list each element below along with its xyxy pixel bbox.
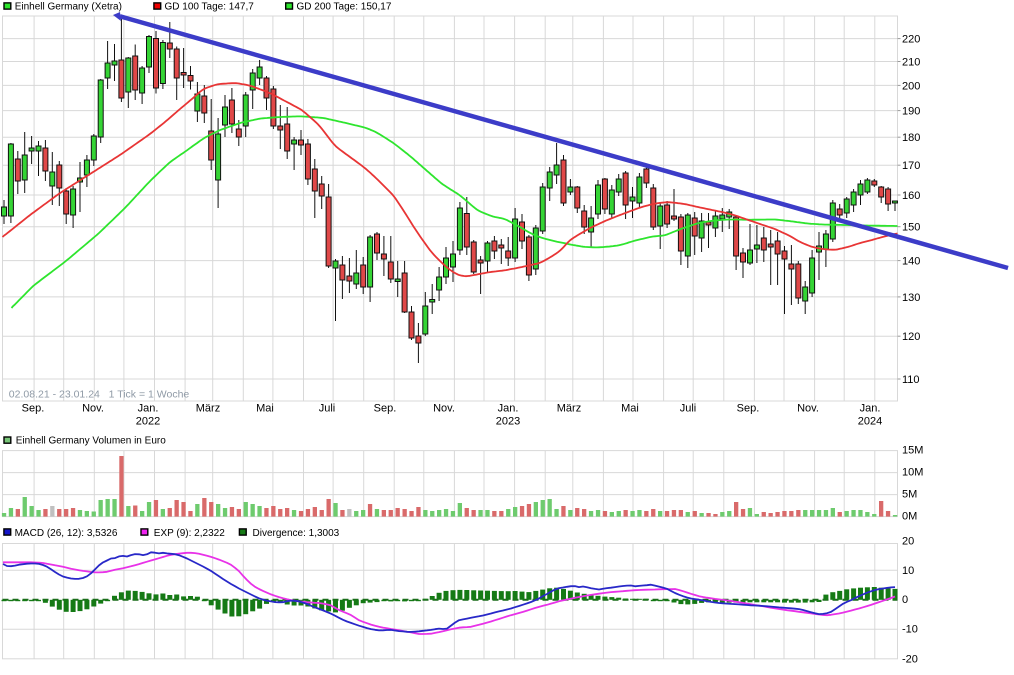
svg-text:140: 140: [902, 256, 920, 268]
svg-text:210: 210: [902, 57, 920, 69]
svg-text:180: 180: [902, 132, 920, 144]
svg-text:Jan.: Jan.: [498, 403, 519, 415]
svg-text:Mai: Mai: [256, 403, 274, 415]
svg-text:2023: 2023: [496, 416, 520, 428]
svg-text:GD 200 Tage: 150,17: GD 200 Tage: 150,17: [297, 2, 392, 13]
svg-text:Mai: Mai: [621, 403, 639, 415]
svg-text:220: 220: [902, 34, 920, 46]
svg-text:Jan.: Jan.: [138, 403, 159, 415]
svg-text:2024: 2024: [858, 416, 882, 428]
svg-text:GD 100 Tage: 147,7: GD 100 Tage: 147,7: [165, 2, 255, 13]
svg-text:MACD (26, 12): 3,5326: MACD (26, 12): 3,5326: [15, 528, 118, 539]
svg-text:160: 160: [902, 190, 920, 202]
svg-text:Divergence: 1,3003: Divergence: 1,3003: [253, 528, 340, 539]
svg-text:Juli: Juli: [680, 403, 697, 415]
svg-text:170: 170: [902, 160, 920, 172]
svg-text:02.08.21 - 23.01.24 1 Tick =: 02.08.21 - 23.01.24 1 Tick = 1 Woche: [9, 389, 190, 401]
svg-text:20: 20: [902, 536, 914, 548]
svg-text:120: 120: [902, 331, 920, 343]
svg-text:-10: -10: [902, 624, 918, 636]
svg-text:15M: 15M: [902, 445, 923, 457]
svg-text:150: 150: [902, 222, 920, 234]
svg-text:Nov.: Nov.: [797, 403, 819, 415]
svg-text:Jan.: Jan.: [860, 403, 881, 415]
svg-text:Juli: Juli: [319, 403, 336, 415]
svg-text:10: 10: [902, 565, 914, 577]
svg-text:März: März: [196, 403, 220, 415]
svg-text:Sep.: Sep.: [737, 403, 760, 415]
svg-text:200: 200: [902, 80, 920, 92]
svg-text:10M: 10M: [902, 467, 923, 479]
svg-text:0: 0: [902, 594, 908, 606]
svg-text:Nov.: Nov.: [433, 403, 455, 415]
svg-text:Nov.: Nov.: [82, 403, 104, 415]
svg-text:Sep.: Sep.: [22, 403, 45, 415]
svg-text:Einhell Germany Volumen in Eur: Einhell Germany Volumen in Euro: [16, 435, 167, 446]
svg-text:110: 110: [902, 374, 920, 386]
svg-text:Sep.: Sep.: [374, 403, 397, 415]
svg-text:190: 190: [902, 106, 920, 118]
svg-text:130: 130: [902, 292, 920, 304]
svg-text:Einhell Germany (Xetra): Einhell Germany (Xetra): [15, 2, 122, 13]
svg-text:0M: 0M: [902, 511, 917, 523]
svg-text:-20: -20: [902, 653, 918, 665]
svg-text:5M: 5M: [902, 489, 917, 501]
svg-text:März: März: [557, 403, 581, 415]
svg-text:EXP (9): 2,2322: EXP (9): 2,2322: [154, 528, 225, 539]
svg-text:2022: 2022: [136, 416, 160, 428]
